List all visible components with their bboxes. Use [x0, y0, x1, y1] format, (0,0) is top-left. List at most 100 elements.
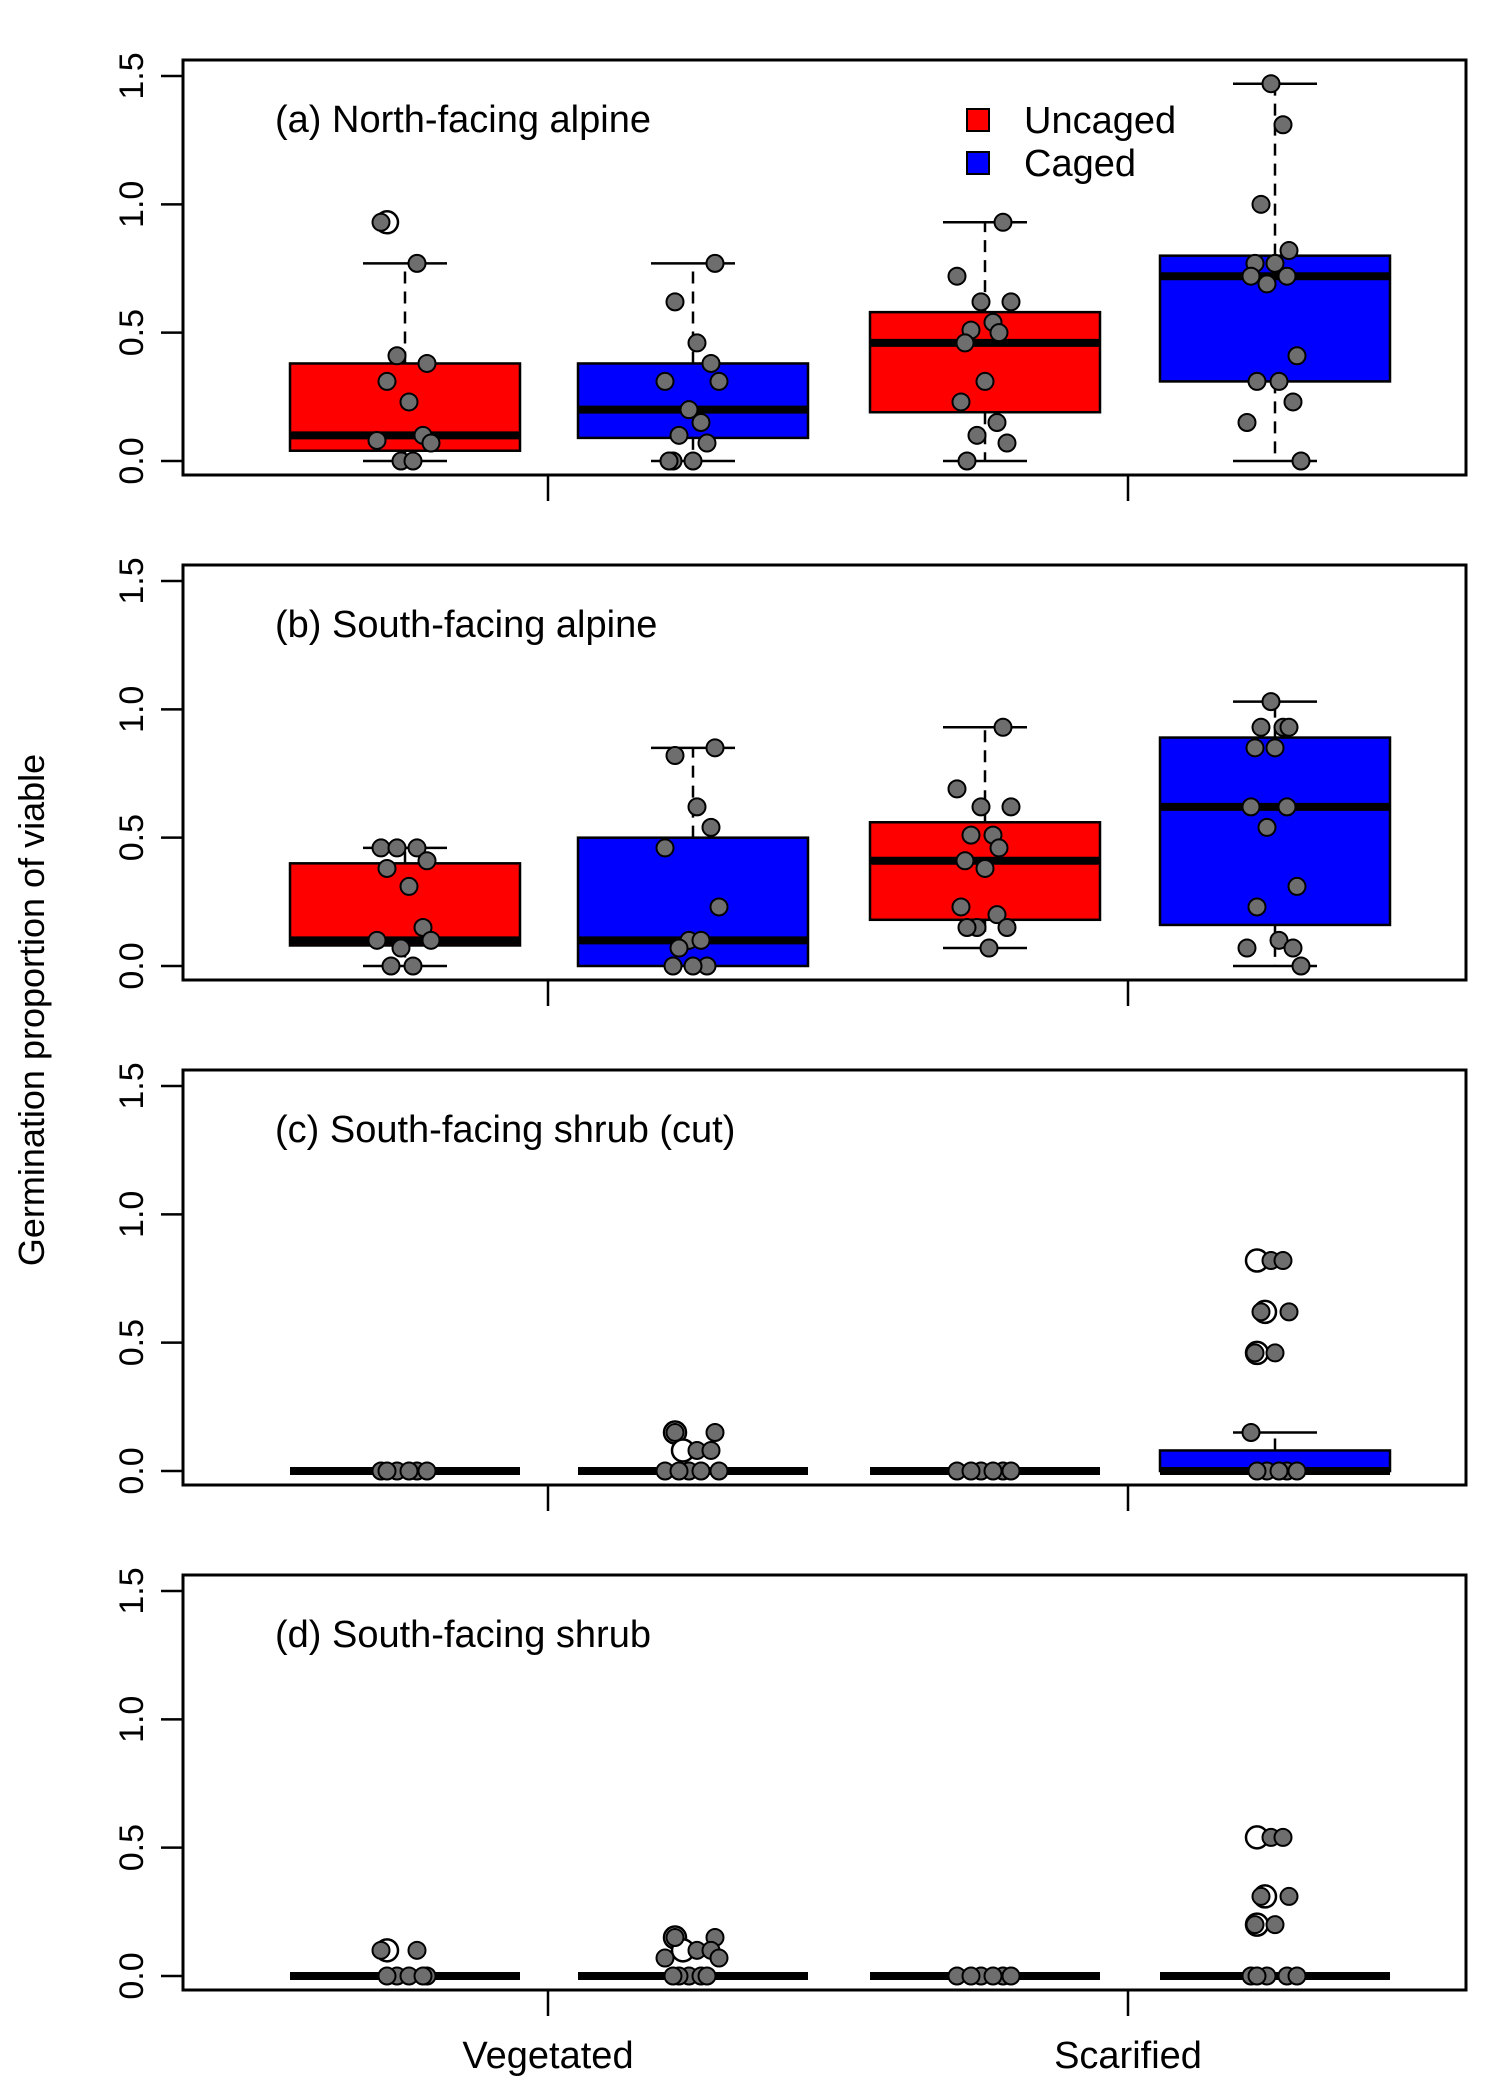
data-point	[705, 253, 725, 273]
data-point	[417, 353, 437, 373]
data-point	[705, 1423, 725, 1442]
data-point	[709, 371, 729, 391]
data-point	[691, 413, 711, 432]
data-point	[663, 956, 683, 976]
box-vegetated-uncaged	[288, 210, 522, 471]
panel-frame	[181, 1068, 1468, 1487]
data-point	[1269, 371, 1289, 391]
data-point	[371, 212, 391, 232]
y-tick-label: 1.0	[113, 1191, 151, 1238]
data-point	[1287, 1966, 1307, 1986]
data-point	[377, 1461, 397, 1481]
data-point	[367, 430, 387, 450]
data-point	[1247, 371, 1267, 391]
data-point	[687, 333, 707, 353]
data-point	[1277, 266, 1297, 286]
data-point	[1277, 797, 1297, 817]
box-vegetated-caged	[578, 1420, 808, 1481]
data-point	[1245, 1343, 1265, 1363]
data-point	[1241, 797, 1261, 817]
data-point	[387, 838, 407, 858]
data-point	[1257, 274, 1277, 294]
data-point	[709, 1461, 729, 1481]
data-point	[687, 797, 707, 817]
data-point	[367, 930, 387, 950]
y-tick-label: 0.0	[113, 942, 151, 989]
data-point	[371, 838, 391, 858]
data-point	[1247, 1461, 1267, 1481]
data-point	[1265, 738, 1285, 758]
legend-swatch	[966, 151, 990, 175]
data-point	[381, 956, 401, 976]
y-tick-label: 1.5	[113, 52, 151, 99]
data-point	[947, 266, 967, 286]
box-scarified-uncaged	[868, 717, 1102, 958]
data-point	[407, 253, 427, 273]
data-point	[377, 1966, 397, 1986]
data-point	[1279, 1886, 1299, 1906]
data-point	[989, 838, 1009, 858]
panel-title: (b) South-facing alpine	[275, 604, 657, 646]
data-point	[1247, 897, 1267, 917]
data-point	[971, 797, 991, 817]
data-point	[967, 425, 987, 445]
data-point	[679, 400, 699, 420]
data-point	[665, 1928, 685, 1947]
data-point	[1245, 738, 1265, 758]
y-tick-label: 1.0	[113, 686, 151, 733]
box-scarified-caged	[1160, 1825, 1390, 1986]
data-point	[957, 918, 977, 937]
data-point	[683, 451, 703, 471]
x-tick-label-scarified: Scarified	[1054, 2035, 1202, 2077]
data-point	[951, 897, 971, 917]
data-point	[1251, 1886, 1271, 1906]
data-point	[391, 938, 411, 958]
data-point	[961, 1461, 981, 1481]
data-point	[993, 717, 1013, 737]
data-point	[975, 371, 995, 391]
data-point	[955, 333, 975, 353]
data-point	[1279, 241, 1299, 261]
y-tick-label: 0.5	[113, 1824, 151, 1871]
data-point	[399, 392, 419, 412]
data-point	[1273, 1827, 1293, 1847]
legend-label: Uncaged	[1024, 100, 1176, 142]
data-point	[413, 1966, 433, 1986]
data-point	[669, 1461, 689, 1481]
data-point	[399, 1461, 419, 1481]
y-tick-label: 0.0	[113, 437, 151, 484]
data-point	[955, 851, 975, 871]
data-point	[417, 851, 437, 871]
data-point	[1245, 1915, 1265, 1935]
panel-frame	[181, 563, 1468, 982]
panel-frame	[181, 1573, 1468, 1992]
data-point	[1251, 1302, 1271, 1322]
box-vegetated-caged	[576, 253, 810, 471]
data-point	[1279, 1302, 1299, 1322]
data-point	[377, 371, 397, 391]
box-body	[288, 862, 522, 947]
box-scarified-uncaged	[870, 1966, 1100, 1986]
data-point	[1269, 1461, 1289, 1481]
data-point	[1251, 194, 1271, 214]
y-tick-label: 1.5	[113, 1567, 151, 1614]
data-point	[1251, 717, 1271, 737]
panel-title: (d) South-facing shrub	[275, 1614, 651, 1656]
data-point	[663, 1966, 683, 1986]
data-point	[705, 738, 725, 758]
data-point	[1283, 938, 1303, 958]
panel-a: 0.0 0.5 1.0 1.5 (a) North-facing alpine Uncag…	[113, 52, 1468, 501]
data-point	[407, 838, 427, 858]
data-point	[387, 346, 407, 366]
legend-label: Caged	[1024, 143, 1136, 185]
data-point	[683, 956, 703, 976]
data-point	[979, 938, 999, 958]
y-tick-label: 0.0	[113, 1952, 151, 1999]
panel-b: 0.0 0.5 1.0 1.5 (b) South-facing alpine	[113, 557, 1468, 1006]
data-point	[399, 876, 419, 896]
data-point	[421, 930, 441, 950]
x-tick-label-vegetated: Vegetated	[462, 2035, 633, 2077]
data-point	[1287, 876, 1307, 896]
data-point	[987, 905, 1007, 925]
